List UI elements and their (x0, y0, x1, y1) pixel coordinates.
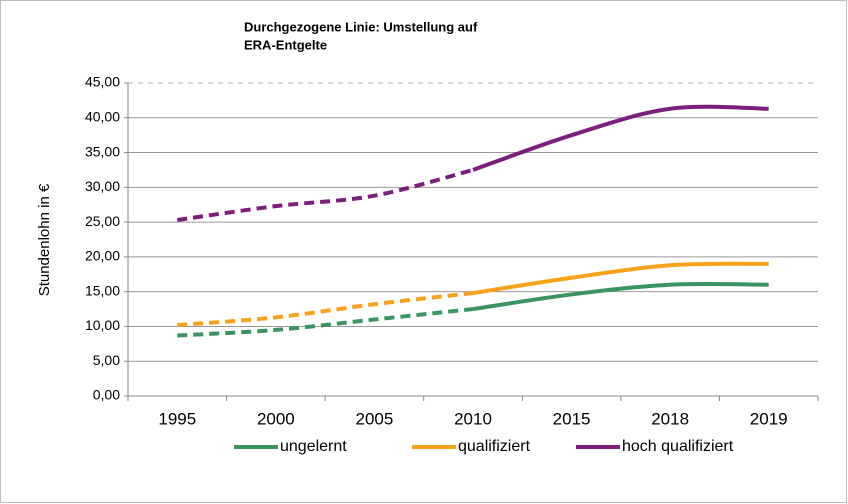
x-tick-label: 2010 (454, 409, 492, 428)
y-tick-label: 40,00 (85, 108, 120, 124)
series-line (472, 281, 769, 312)
y-tick-label: 35,00 (85, 143, 120, 159)
x-tick-label: 2019 (750, 409, 788, 428)
y-tick-label: 25,00 (85, 213, 120, 229)
x-tick-label: 2000 (257, 409, 295, 428)
x-tick-label: 2018 (651, 409, 689, 428)
annotation: Durchgezogene Linie: Umstellung auf (244, 19, 478, 34)
y-tick-label: 30,00 (85, 178, 120, 194)
series-line (177, 168, 474, 223)
y-tick-label: 0,00 (93, 387, 120, 403)
y-axis-label: Stundenlohn in € (36, 183, 53, 296)
y-tick-label: 5,00 (93, 352, 120, 368)
x-tick-label: 2005 (356, 409, 394, 428)
series-line (177, 291, 474, 328)
annotation: ERA-Entgelte (244, 37, 327, 52)
legend-label: hoch qualifiziert (622, 438, 734, 455)
legend-label: ungelernt (280, 438, 347, 455)
x-tick-label: 1995 (158, 409, 196, 428)
series-line (472, 261, 769, 296)
y-tick-label: 15,00 (85, 282, 120, 298)
x-tick-label: 2015 (553, 409, 591, 428)
legend-label: qualifiziert (458, 438, 531, 455)
series-line (177, 307, 474, 338)
y-tick-label: 45,00 (85, 74, 120, 90)
series-line (472, 104, 769, 172)
y-tick-label: 10,00 (85, 317, 120, 333)
y-tick-label: 20,00 (85, 248, 120, 264)
